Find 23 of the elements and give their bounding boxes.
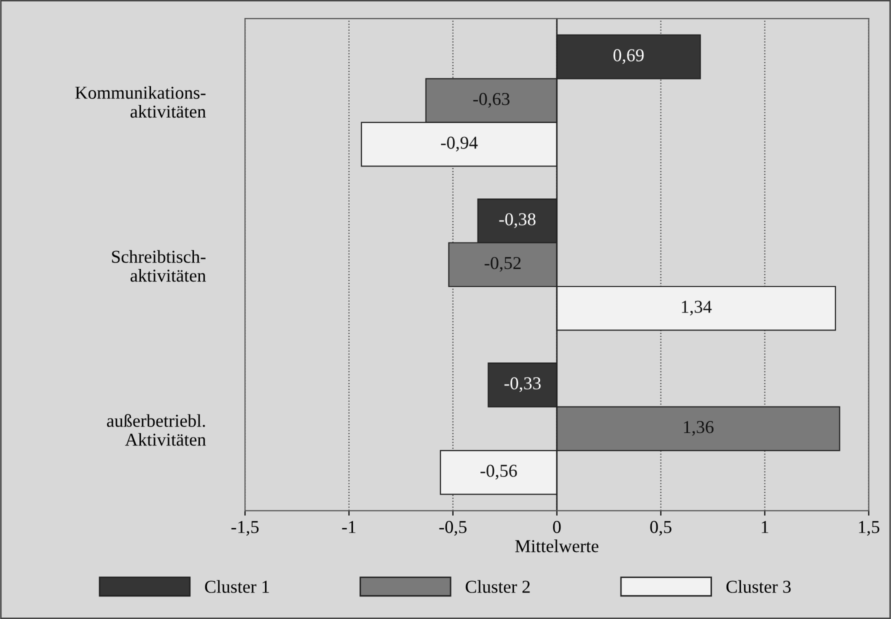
x-tick-label: -1 xyxy=(342,521,356,533)
x-tick-label: 0,5 xyxy=(650,520,672,536)
data-label: 1,36 xyxy=(684,421,714,436)
y-tick-label: außerbetriebl. Aktivitäten xyxy=(107,414,206,446)
x-tick-label: -0,5 xyxy=(439,520,467,536)
y-tick-label: Kommunikations- aktivitäten xyxy=(75,86,206,118)
legend-label: Cluster 1 xyxy=(205,580,269,593)
data-label: -0,63 xyxy=(473,92,510,108)
y-tick-label: Schreibtisch- aktivitäten xyxy=(112,250,206,282)
x-tick-label: -1,5 xyxy=(231,521,259,536)
data-label: 1,34 xyxy=(682,300,712,316)
x-tick-label: 0 xyxy=(553,520,561,534)
data-label: -0,33 xyxy=(504,377,541,392)
data-label: -0,38 xyxy=(499,213,536,228)
data-label: 0,69 xyxy=(613,49,644,64)
data-label: -0,52 xyxy=(484,256,521,272)
data-label: -0,94 xyxy=(441,136,478,152)
legend-label: Cluster 3 xyxy=(726,580,791,593)
x-tick-label: 1 xyxy=(762,521,768,533)
x-tick-label: 1,5 xyxy=(859,521,880,536)
x-axis-title: Mittelwerte xyxy=(515,540,598,552)
legend-label: Cluster 2 xyxy=(466,580,530,593)
data-label: -0,56 xyxy=(480,464,517,480)
